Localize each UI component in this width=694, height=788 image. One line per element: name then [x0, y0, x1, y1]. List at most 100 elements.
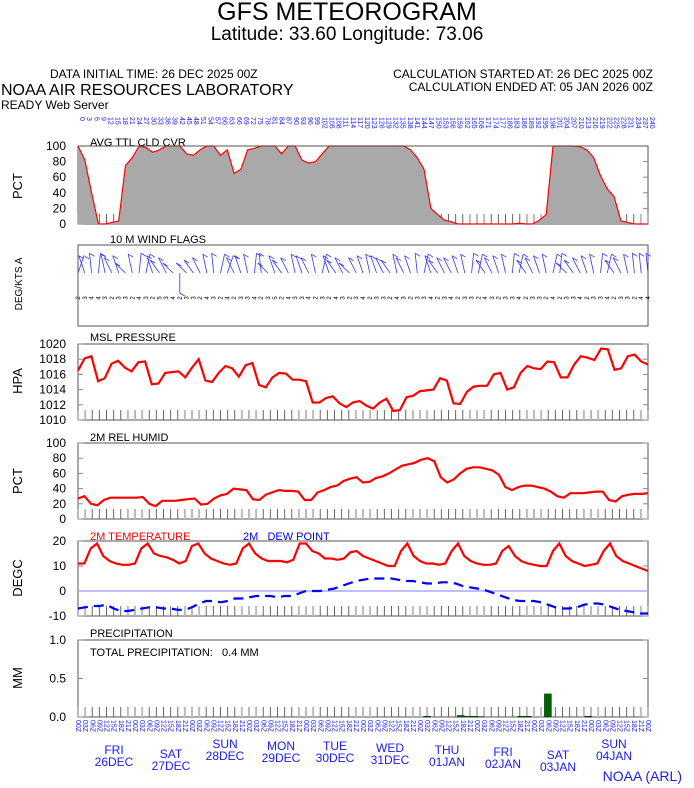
utc-label: 06Z	[544, 720, 551, 733]
wind-barb-flag	[524, 257, 531, 262]
utc-label: 18Z	[573, 720, 580, 733]
pressure-panel-title: MSL PRESSURE	[90, 332, 176, 344]
wind-barb	[477, 254, 483, 274]
utc-label: 21Z	[523, 720, 530, 733]
wind-barb-flag	[146, 255, 152, 260]
wind-barb-flag	[100, 252, 106, 257]
page-title: GFS METEOROGRAM	[217, 0, 477, 26]
utc-label: 03Z	[537, 720, 544, 733]
wind-barb-flag	[149, 253, 156, 258]
utc-label: 09Z	[95, 720, 102, 733]
wind-barb	[414, 253, 418, 274]
y-tick-label: 1010	[39, 413, 66, 427]
wind-barb	[533, 255, 540, 274]
wind-barb-flag	[427, 253, 434, 258]
wind-speed-label: 2	[219, 296, 225, 300]
hour-label: 114	[349, 117, 356, 128]
wind-barb	[103, 257, 113, 274]
wind-barb-flag	[436, 257, 442, 262]
hour-label: 189	[527, 117, 534, 129]
y-tick-label: 40	[53, 482, 67, 496]
hour-label: 9	[99, 117, 106, 121]
wind-barb	[623, 254, 629, 274]
wind-barb	[436, 257, 445, 274]
wind-speed-label: 3	[381, 296, 387, 300]
utc-label: 00Z	[530, 720, 537, 733]
utc-label: 15Z	[110, 720, 117, 733]
wind-speed-label: 4	[137, 296, 143, 300]
hour-label: 6	[92, 117, 99, 121]
hour-label: 87	[285, 117, 292, 125]
wind-barb-flag	[623, 253, 629, 258]
hour-label: 210	[577, 117, 584, 129]
hour-label: 129	[384, 117, 391, 129]
y-tick-label: 60	[53, 170, 67, 184]
wind-speed-label: 3	[504, 296, 510, 300]
precip-bar	[544, 693, 552, 718]
wind-barb-flag	[272, 259, 278, 264]
utc-label: 21Z	[580, 720, 587, 733]
wind-barb-flag	[611, 253, 617, 258]
wind-barb-flag	[604, 259, 611, 264]
wind-barb-flag	[638, 252, 645, 257]
wind-barb	[257, 262, 269, 274]
wind-barb	[501, 254, 506, 274]
wind-barb-flag	[563, 259, 570, 264]
wind-speed-label: 4	[252, 296, 258, 300]
wind-barb	[211, 253, 215, 274]
wind-barb	[158, 257, 167, 274]
day-of-week-label: SAT	[160, 747, 183, 761]
wind-speed-label: 4	[449, 296, 455, 300]
utc-label: 00Z	[644, 720, 651, 733]
wind-speed-label: 2	[76, 296, 82, 300]
utc-label: 00Z	[74, 720, 81, 733]
panel-frame	[77, 540, 649, 617]
utc-label: 03Z	[480, 720, 487, 733]
wind-barb	[645, 253, 649, 274]
wind-barb-flag	[179, 292, 185, 297]
hour-label: 171	[484, 117, 491, 129]
utc-label: 21Z	[295, 720, 302, 733]
hour-label: 42	[178, 117, 185, 125]
panel-frame	[77, 442, 649, 520]
wind-speed-label: 4	[307, 296, 313, 300]
hour-label: 123	[370, 117, 377, 129]
wind-barb	[234, 255, 242, 274]
hour-label: 204	[563, 117, 570, 129]
wind-barb-flag	[183, 259, 190, 264]
location-subtitle: Latitude: 33.60 Longitude: 73.06	[210, 24, 484, 45]
utc-label: 18Z	[459, 720, 466, 733]
wind-barb-flag	[414, 252, 421, 257]
wind-speed-label: 2	[347, 296, 353, 300]
hour-label: 57	[213, 117, 220, 125]
wind-speed-label: 3	[124, 296, 130, 300]
hour-label: 159	[456, 117, 463, 129]
hour-label: 195	[541, 117, 548, 129]
hour-label: 54	[206, 117, 213, 125]
wind-barb-flag	[280, 257, 286, 262]
wind-barb-flag	[572, 257, 578, 262]
wind-barb-flag	[127, 253, 134, 258]
wind-barb	[524, 257, 534, 274]
wind-barb-flag	[561, 252, 568, 257]
hour-label: 165	[470, 117, 477, 129]
wind-barb	[572, 257, 581, 274]
pressure-line	[77, 347, 649, 413]
hour-label: 192	[534, 117, 541, 129]
utc-label: 21Z	[352, 720, 359, 733]
wind-barb-flag	[632, 252, 638, 257]
y-tick-label: 100	[46, 436, 66, 450]
wind-speed-label: 3	[619, 296, 625, 300]
y-tick-label: 0.5	[49, 672, 66, 686]
wind-barb	[395, 257, 405, 274]
hour-label: 18	[121, 117, 128, 125]
hour-label: 3	[85, 117, 92, 121]
wind-speed-label: 2	[558, 296, 564, 300]
wind-speed-label: 2	[497, 296, 503, 300]
hour-label: 15	[114, 117, 121, 125]
utc-label: 03Z	[366, 720, 373, 733]
utc-label: 03Z	[594, 720, 601, 733]
wind-barb	[127, 254, 133, 274]
